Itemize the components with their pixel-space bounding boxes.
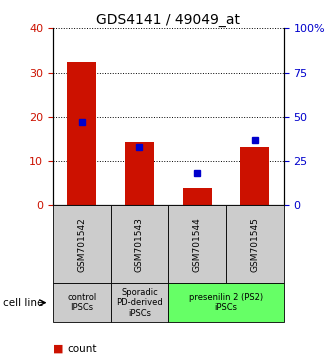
Text: presenilin 2 (PS2)
iPSCs: presenilin 2 (PS2) iPSCs <box>189 293 263 312</box>
Text: control
IPSCs: control IPSCs <box>67 293 96 312</box>
Text: count: count <box>68 344 97 354</box>
Bar <box>241 147 269 205</box>
Text: Sporadic
PD-derived
iPSCs: Sporadic PD-derived iPSCs <box>116 288 163 318</box>
Bar <box>168 283 284 322</box>
Bar <box>111 283 168 322</box>
Bar <box>168 205 226 283</box>
Bar <box>53 283 111 322</box>
Text: GSM701542: GSM701542 <box>77 217 86 272</box>
Title: GDS4141 / 49049_at: GDS4141 / 49049_at <box>96 13 240 27</box>
Bar <box>111 205 168 283</box>
Bar <box>183 188 212 205</box>
Text: ■: ■ <box>53 344 63 354</box>
Bar <box>67 62 96 205</box>
Bar <box>125 143 154 205</box>
Text: GSM701544: GSM701544 <box>193 217 202 272</box>
Text: cell line: cell line <box>3 298 44 308</box>
Text: GSM701543: GSM701543 <box>135 217 144 272</box>
Text: GSM701545: GSM701545 <box>250 217 259 272</box>
Bar <box>53 205 111 283</box>
Bar <box>226 205 284 283</box>
